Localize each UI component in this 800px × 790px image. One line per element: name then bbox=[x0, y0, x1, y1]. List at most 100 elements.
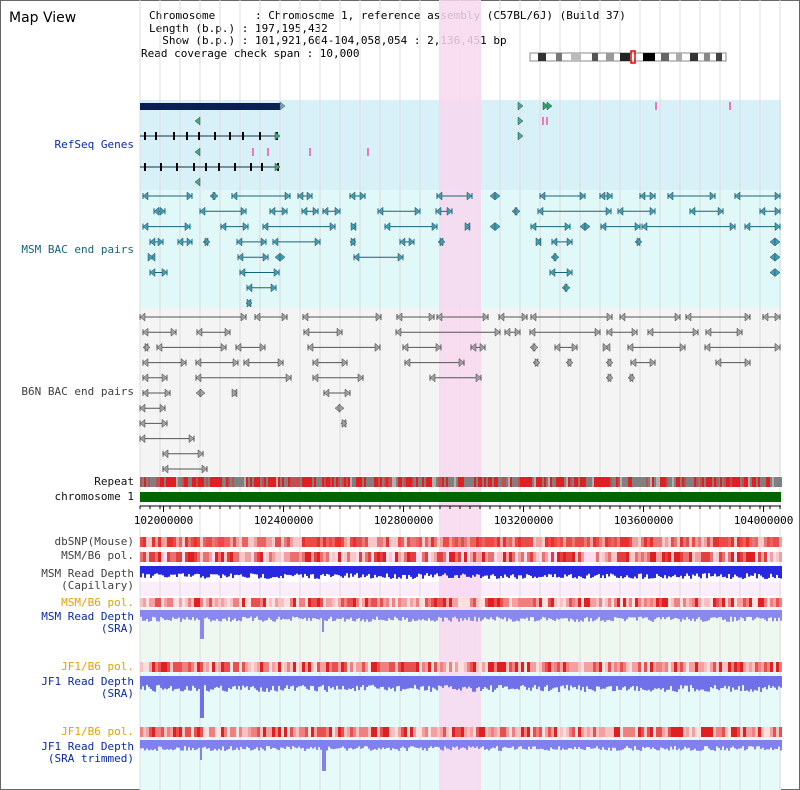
feature-arrow[interactable] bbox=[269, 206, 276, 216]
feature-arrow[interactable] bbox=[649, 206, 656, 216]
feature-arrow[interactable] bbox=[139, 312, 146, 322]
feature-arrow[interactable] bbox=[517, 131, 524, 141]
feature-arrow[interactable] bbox=[201, 464, 208, 474]
feature-arrow[interactable] bbox=[164, 388, 171, 398]
feature-arrow[interactable] bbox=[329, 222, 336, 232]
feature-arrow[interactable] bbox=[439, 237, 446, 247]
feature-arrow[interactable] bbox=[194, 177, 201, 187]
feature-arrow[interactable] bbox=[402, 342, 409, 352]
feature-arrow[interactable] bbox=[284, 191, 291, 201]
feature-arrow[interactable] bbox=[530, 312, 537, 322]
feature-arrow[interactable] bbox=[312, 206, 319, 216]
feature-arrow[interactable] bbox=[231, 191, 238, 201]
feature-arrow[interactable] bbox=[429, 373, 436, 383]
feature-arrow[interactable] bbox=[194, 147, 201, 157]
feature-arrow[interactable] bbox=[272, 237, 279, 247]
feature-arrow[interactable] bbox=[334, 206, 341, 216]
feature-arrow[interactable] bbox=[307, 342, 314, 352]
feature-arrow[interactable] bbox=[262, 252, 269, 262]
feature-arrow[interactable] bbox=[312, 373, 319, 383]
feature-arrow[interactable] bbox=[482, 312, 489, 322]
feature-arrow[interactable] bbox=[156, 342, 163, 352]
feature-arrow[interactable] bbox=[232, 358, 239, 368]
feature-arrow[interactable] bbox=[774, 206, 781, 216]
feature-arrow[interactable] bbox=[359, 191, 366, 201]
feature-arrow[interactable] bbox=[629, 373, 636, 383]
feature-arrow[interactable] bbox=[734, 191, 741, 201]
feature-arrow[interactable] bbox=[685, 312, 692, 322]
feature-arrow[interactable] bbox=[153, 206, 160, 216]
feature-arrow[interactable] bbox=[220, 222, 227, 232]
feature-arrow[interactable] bbox=[161, 373, 168, 383]
feature-arrow[interactable] bbox=[242, 222, 249, 232]
feature-arrow[interactable] bbox=[627, 342, 634, 352]
feature-arrow[interactable] bbox=[240, 206, 247, 216]
feature-arrow[interactable] bbox=[566, 237, 573, 247]
feature-arrow[interactable] bbox=[554, 342, 561, 352]
feature-arrow[interactable] bbox=[607, 358, 614, 368]
feature-arrow[interactable] bbox=[494, 222, 501, 232]
feature-arrow[interactable] bbox=[534, 358, 541, 368]
feature-arrow[interactable] bbox=[479, 342, 486, 352]
feature-arrow[interactable] bbox=[144, 342, 151, 352]
feature-arrow[interactable] bbox=[498, 312, 505, 322]
feature-arrow[interactable] bbox=[774, 342, 781, 352]
refseq-genes-label[interactable]: RefSeq Genes bbox=[54, 138, 134, 151]
feature-arrow[interactable] bbox=[571, 342, 578, 352]
msm-bac-end-pairs-label[interactable]: MSM BAC end pairs bbox=[21, 243, 134, 256]
feature-arrow[interactable] bbox=[539, 191, 546, 201]
feature-arrow[interactable] bbox=[184, 222, 191, 232]
feature-arrow[interactable] bbox=[530, 222, 537, 232]
feature-arrow[interactable] bbox=[709, 191, 716, 201]
feature-arrow[interactable] bbox=[212, 191, 219, 201]
feature-arrow[interactable] bbox=[564, 222, 571, 232]
feature-arrow[interactable] bbox=[349, 191, 356, 201]
feature-arrow[interactable] bbox=[377, 206, 384, 216]
feature-arrow[interactable] bbox=[566, 267, 573, 278]
feature-arrow[interactable] bbox=[139, 434, 146, 444]
feature-arrow[interactable] bbox=[314, 237, 321, 247]
feature-arrow[interactable] bbox=[279, 252, 286, 262]
feature-arrow[interactable] bbox=[774, 222, 781, 232]
feature-arrow[interactable] bbox=[774, 312, 781, 322]
feature-arrow[interactable] bbox=[338, 403, 345, 413]
feature-arrow[interactable] bbox=[630, 358, 637, 368]
feature-arrow[interactable] bbox=[692, 327, 699, 337]
feature-arrow[interactable] bbox=[774, 237, 781, 247]
feature-arrow[interactable] bbox=[759, 206, 766, 216]
feature-arrow[interactable] bbox=[736, 327, 743, 337]
feature-arrow[interactable] bbox=[254, 312, 261, 322]
feature-arrow[interactable] bbox=[384, 222, 391, 232]
feature-arrow[interactable] bbox=[466, 191, 473, 201]
feature-arrow[interactable] bbox=[579, 191, 586, 201]
feature-arrow[interactable] bbox=[231, 388, 238, 398]
feature-arrow[interactable] bbox=[619, 312, 626, 322]
feature-arrow[interactable] bbox=[285, 373, 292, 383]
feature-arrow[interactable] bbox=[517, 116, 524, 126]
feature-arrow[interactable] bbox=[397, 252, 404, 262]
feature-arrow[interactable] bbox=[301, 206, 308, 216]
feature-arrow[interactable] bbox=[240, 312, 247, 322]
refseq-gene-block[interactable] bbox=[140, 103, 280, 110]
refseq-gene-features[interactable] bbox=[140, 101, 731, 187]
feature-arrow[interactable] bbox=[177, 237, 184, 247]
ideogram-position-marker[interactable] bbox=[630, 50, 636, 64]
feature-arrow[interactable] bbox=[617, 206, 624, 216]
feature-arrow[interactable] bbox=[274, 162, 281, 172]
feature-arrow[interactable] bbox=[170, 327, 177, 337]
feature-arrow[interactable] bbox=[435, 206, 442, 216]
feature-arrow[interactable] bbox=[262, 222, 269, 232]
feature-arrow[interactable] bbox=[600, 222, 607, 232]
feature-arrow[interactable] bbox=[464, 222, 471, 232]
feature-arrow[interactable] bbox=[186, 191, 193, 201]
feature-arrow[interactable] bbox=[357, 373, 364, 383]
feature-arrow[interactable] bbox=[636, 237, 643, 247]
feature-arrow[interactable] bbox=[715, 358, 722, 368]
feature-arrow[interactable] bbox=[602, 342, 609, 352]
feature-arrow[interactable] bbox=[270, 283, 277, 293]
feature-arrow[interactable] bbox=[517, 101, 524, 111]
feature-arrow[interactable] bbox=[475, 373, 482, 383]
feature-arrow[interactable] bbox=[521, 312, 528, 322]
feature-arrow[interactable] bbox=[323, 388, 330, 398]
